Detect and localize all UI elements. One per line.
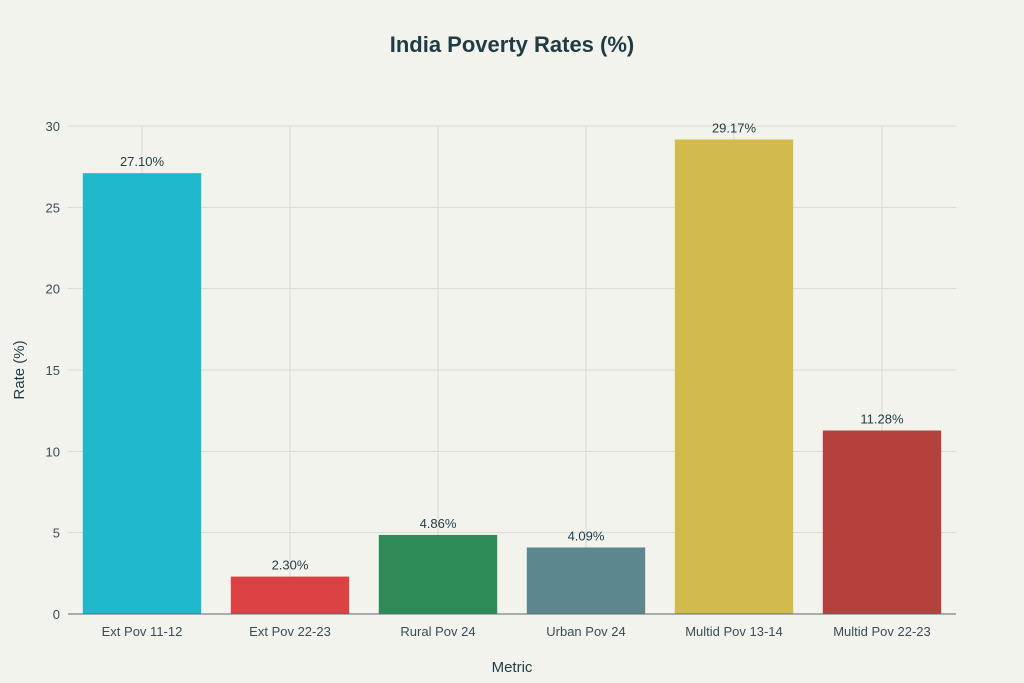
x-axis-label: Metric bbox=[492, 659, 533, 676]
chart-title: India Poverty Rates (%) bbox=[390, 32, 635, 57]
bar-data-label: 29.17% bbox=[712, 121, 757, 136]
x-tick-label: Urban Pov 24 bbox=[546, 624, 626, 639]
x-tick-label: Ext Pov 22-23 bbox=[249, 624, 331, 639]
bar bbox=[674, 139, 794, 614]
bar-data-label: 4.09% bbox=[568, 528, 605, 543]
bar bbox=[378, 534, 498, 614]
data-labels: 27.10% 2.30% 4.86% 4.09% 29.17% 11.28% bbox=[120, 121, 904, 573]
bar bbox=[82, 173, 202, 614]
x-tick-label: Multid Pov 22-23 bbox=[833, 624, 931, 639]
bar-data-label: 27.10% bbox=[120, 154, 165, 169]
bar bbox=[230, 576, 350, 614]
y-tick-label: 25 bbox=[46, 200, 60, 215]
bar-data-label: 4.86% bbox=[420, 516, 457, 531]
y-tick-label: 5 bbox=[53, 526, 60, 541]
bar bbox=[822, 430, 942, 614]
y-axis-label: Rate (%) bbox=[11, 340, 28, 399]
bar-data-label: 2.30% bbox=[272, 558, 309, 573]
y-tick-label: 20 bbox=[46, 282, 60, 297]
y-tick-label: 15 bbox=[46, 363, 60, 378]
x-tick-label: Rural Pov 24 bbox=[400, 624, 475, 639]
y-tick-label: 30 bbox=[46, 119, 60, 134]
x-axis-ticks: Ext Pov 11-12 Ext Pov 22-23 Rural Pov 24 Ur… bbox=[102, 624, 931, 639]
bar-data-label: 11.28% bbox=[860, 412, 904, 427]
y-tick-label: 0 bbox=[53, 607, 60, 622]
bar bbox=[526, 547, 646, 614]
x-tick-label: Multid Pov 13-14 bbox=[685, 624, 783, 639]
x-tick-label: Ext Pov 11-12 bbox=[102, 624, 183, 639]
y-tick-label: 10 bbox=[46, 444, 60, 459]
y-axis-ticks: 0 5 10 15 20 25 30 bbox=[46, 119, 60, 622]
bars bbox=[82, 139, 942, 614]
